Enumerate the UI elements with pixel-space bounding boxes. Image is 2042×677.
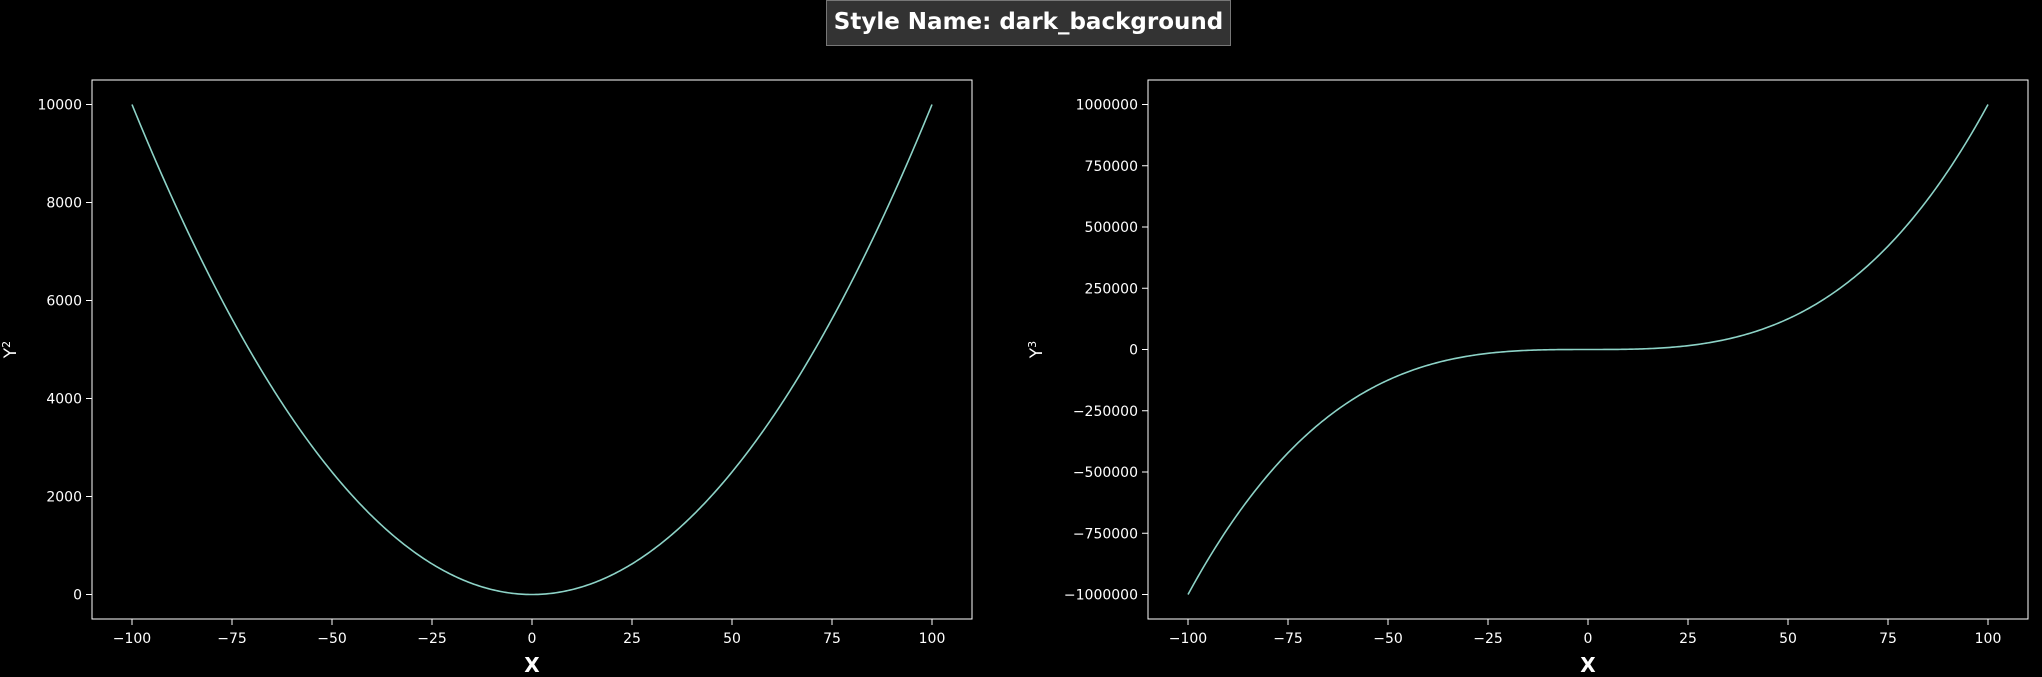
- x-axis-label: X: [1580, 653, 1596, 677]
- y-tick-label: −1000000: [1064, 588, 1138, 604]
- x-tick-label: −50: [1373, 631, 1403, 647]
- y-axis-label: Y3: [1026, 341, 1048, 359]
- subplot-1: −100 −75 −50 −25 0 25 50 75 100 0 2000 4000 6000 8000…: [0, 79, 973, 677]
- y-tick-label: 0: [73, 588, 82, 604]
- y-tick-label: −250000: [1073, 404, 1138, 420]
- x-tick-label: −100: [1169, 631, 1207, 647]
- x-tick-label: 0: [1584, 631, 1593, 647]
- y-tick-label: −750000: [1073, 526, 1138, 542]
- x-tick-label: 50: [1779, 631, 1797, 647]
- x-tick-label: 100: [919, 631, 946, 647]
- x-tick-label: −75: [1273, 631, 1303, 647]
- y-tick-label: 250000: [1085, 281, 1138, 297]
- x-axis-label: X: [524, 653, 540, 677]
- series-line: [131, 104, 933, 596]
- y-tick-label: 6000: [46, 294, 82, 310]
- y-axis-label: Y2: [0, 341, 21, 359]
- x-tick-label: 100: [1975, 631, 2002, 647]
- x-tick-label: −100: [113, 631, 151, 647]
- x-tick-label: −75: [217, 631, 247, 647]
- y-tick-label: 0: [1129, 343, 1138, 359]
- x-tick-label: 75: [1879, 631, 1897, 647]
- x-tick-label: 0: [528, 631, 537, 647]
- y-tick-label: 10000: [37, 98, 82, 114]
- y-tick-label: 8000: [46, 196, 82, 212]
- x-tick-label: −25: [1473, 631, 1503, 647]
- x-tick-label: −25: [417, 631, 447, 647]
- x-tick-label: 50: [723, 631, 741, 647]
- y-tick-label: 750000: [1085, 159, 1138, 175]
- x-tick-label: −50: [317, 631, 347, 647]
- y-tick-label: −500000: [1073, 465, 1138, 481]
- series-line: [1187, 104, 1989, 595]
- figure-title: Style Name: dark_background: [826, 0, 1231, 46]
- y-tick-label: 1000000: [1076, 98, 1138, 114]
- x-tick-label: 75: [823, 631, 841, 647]
- subplot-2: −100 −75 −50 −25 0 25 50 75 100 −1000000 −750000 −5…: [1026, 79, 2029, 677]
- x-tick-label: 25: [1679, 631, 1697, 647]
- y-tick-label: 2000: [46, 490, 82, 506]
- y-tick-label: 4000: [46, 392, 82, 408]
- axes-frame: [91, 79, 973, 620]
- x-tick-label: 25: [623, 631, 641, 647]
- y-tick-label: 500000: [1085, 220, 1138, 236]
